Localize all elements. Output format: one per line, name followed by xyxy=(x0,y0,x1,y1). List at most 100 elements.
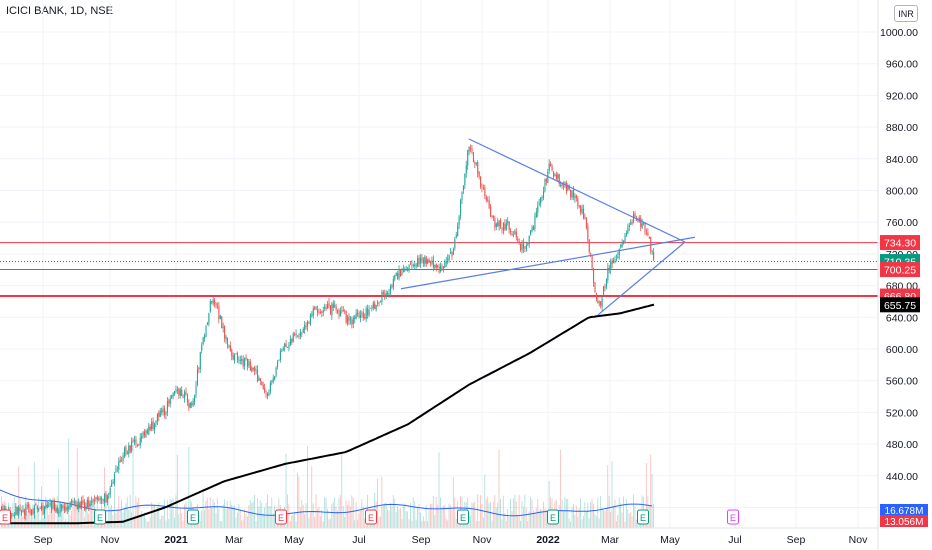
volume-bar xyxy=(405,511,407,528)
candle-body xyxy=(191,403,193,405)
volume-bar xyxy=(452,476,454,528)
volume-bar xyxy=(215,512,217,528)
candle-body xyxy=(29,509,31,514)
candle-body xyxy=(131,441,133,451)
candle-body xyxy=(222,327,224,328)
candle-body xyxy=(175,389,177,392)
earnings-marker[interactable]: E xyxy=(727,509,739,525)
volume-bar xyxy=(438,452,440,528)
time-tick-label: May xyxy=(284,534,305,546)
volume-bar xyxy=(593,503,594,528)
volume-bar xyxy=(161,515,163,528)
volume-bar xyxy=(400,508,401,528)
earnings-label: E xyxy=(97,513,103,523)
volume-bar xyxy=(455,518,457,528)
moving-average-line[interactable] xyxy=(0,303,655,525)
candle-body xyxy=(537,205,539,213)
candle-body xyxy=(109,488,111,495)
volume-bar xyxy=(19,497,21,528)
volume-bar xyxy=(494,495,496,528)
candle-body xyxy=(249,362,251,371)
volume-bar xyxy=(580,498,581,528)
volume-bar xyxy=(621,512,623,528)
candle-body xyxy=(328,302,330,306)
grid xyxy=(0,0,878,528)
volume-bar xyxy=(175,495,177,528)
earnings-marker[interactable]: E xyxy=(275,509,287,525)
price-tick-label: 600.00 xyxy=(886,344,918,356)
candle-body xyxy=(291,339,293,343)
earnings-marker[interactable]: E xyxy=(457,509,469,525)
earnings-badge xyxy=(94,509,106,525)
candle-body xyxy=(409,263,412,265)
candle-body xyxy=(430,261,432,264)
candle-body xyxy=(411,264,413,266)
candle-body xyxy=(16,507,18,515)
earnings-marker[interactable]: E xyxy=(94,509,106,525)
candle-body xyxy=(458,216,460,226)
volume-bar xyxy=(535,508,537,528)
volume-bar xyxy=(574,514,576,528)
candle-body xyxy=(585,217,587,228)
candle-body xyxy=(650,236,652,251)
candle-body xyxy=(99,498,101,500)
triangle-lower-line[interactable] xyxy=(400,236,696,290)
earnings-label: E xyxy=(278,513,284,523)
volume-bar xyxy=(444,504,446,528)
candle-body xyxy=(618,248,620,256)
candle-body xyxy=(564,182,566,185)
candle-body xyxy=(129,445,131,452)
volume-bar xyxy=(315,494,317,528)
price-tick-label: 560.00 xyxy=(886,376,918,388)
volume-bar xyxy=(86,511,88,528)
volume-bar xyxy=(357,519,358,528)
earnings-marker[interactable]: E xyxy=(547,509,559,525)
candle-body xyxy=(478,172,480,177)
earnings-marker[interactable]: E xyxy=(187,509,199,525)
candle-body xyxy=(68,506,70,509)
volume-bar xyxy=(52,497,54,528)
earnings-label: E xyxy=(640,513,646,523)
earnings-badge xyxy=(637,509,649,525)
volume-bar xyxy=(470,515,471,528)
currency-button[interactable]: INR xyxy=(894,5,918,22)
volume-bar xyxy=(427,521,428,528)
volume-bar xyxy=(615,521,617,528)
volume-bar xyxy=(434,515,436,528)
volume-bar xyxy=(395,511,397,528)
rising-support-line[interactable] xyxy=(597,241,686,316)
candle-body xyxy=(49,503,51,506)
candle-body xyxy=(184,392,186,399)
volume-bar xyxy=(164,499,165,528)
candle-body xyxy=(545,179,547,182)
volume-bar xyxy=(21,506,22,528)
candle-body xyxy=(226,337,229,346)
triangle-upper-line[interactable] xyxy=(468,138,686,243)
candle-body xyxy=(88,500,90,508)
earnings-marker[interactable]: E xyxy=(0,509,11,525)
candle-body xyxy=(123,448,126,457)
volume-bar xyxy=(199,520,201,528)
candle-body xyxy=(614,259,616,261)
candle-body xyxy=(25,507,27,516)
candle-body xyxy=(477,162,479,174)
volume-bar xyxy=(610,512,612,528)
volume-bar xyxy=(272,513,274,528)
candle-body xyxy=(644,223,646,232)
earnings-badge xyxy=(187,509,199,525)
earnings-marker[interactable]: E xyxy=(365,509,377,525)
earnings-marker[interactable]: E xyxy=(637,509,649,525)
volume-bar xyxy=(69,515,71,528)
candle-body xyxy=(188,403,190,408)
candle-body xyxy=(79,502,81,508)
candle-body xyxy=(332,303,334,308)
volume-bar xyxy=(624,521,626,528)
volume-bar xyxy=(515,501,517,528)
volume-bar xyxy=(23,511,25,528)
volume-bar xyxy=(204,510,205,528)
candle-body xyxy=(415,265,417,267)
candle-body xyxy=(617,256,619,258)
volume-bar xyxy=(312,503,314,528)
candle-body xyxy=(248,361,250,366)
